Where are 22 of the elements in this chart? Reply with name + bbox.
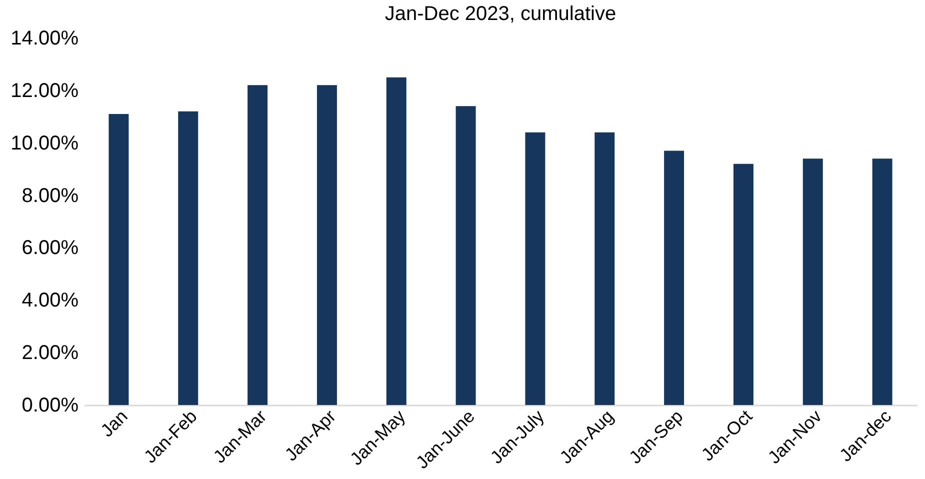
bar — [456, 106, 476, 405]
y-tick-label: 4.00% — [22, 290, 79, 312]
y-tick-label: 6.00% — [22, 237, 79, 260]
bar — [802, 158, 823, 405]
bar — [594, 132, 615, 405]
x-tick-label: Jan — [96, 406, 132, 441]
bar — [872, 158, 892, 405]
bar — [664, 150, 684, 405]
y-tick-label: 14.00% — [10, 28, 79, 50]
bar — [525, 132, 546, 405]
bar — [248, 85, 268, 405]
bar — [386, 77, 406, 405]
chart-title: Jan-Dec 2023, cumulative — [384, 3, 616, 25]
y-tick-label: 10.00% — [10, 132, 79, 154]
y-tick-label: 2.00% — [22, 342, 79, 364]
bar — [316, 85, 337, 405]
bar — [178, 111, 198, 405]
y-tick-label: 8.00% — [22, 184, 79, 207]
y-tick-label: 0.00% — [22, 394, 79, 416]
bar — [108, 114, 129, 405]
bar — [733, 164, 754, 405]
y-tick-label: 12.00% — [10, 80, 79, 102]
